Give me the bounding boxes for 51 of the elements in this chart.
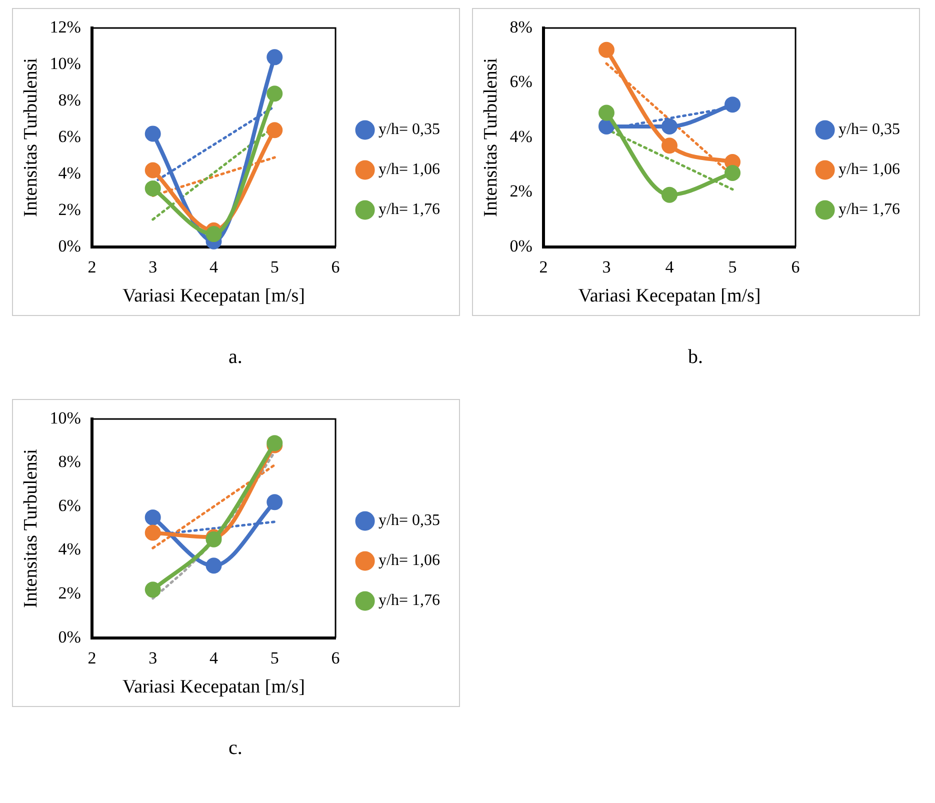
x-tick-label: 5 [270, 257, 278, 276]
y-tick-label: 6% [509, 72, 532, 92]
y-tick-label: 0% [58, 627, 80, 646]
x-tick-label: 5 [728, 257, 736, 276]
x-tick-label: 4 [208, 257, 218, 276]
legend-label: y/h= 1,06 [378, 161, 440, 178]
y-axis-title: Intensitas Turbulensi [20, 448, 41, 608]
legend-label: y/h= 1,06 [838, 161, 900, 178]
y-tick-label: 2% [58, 200, 80, 219]
legend-label: y/h= 1,06 [378, 552, 440, 570]
legend-label: y/h= 1,76 [378, 201, 440, 218]
x-tick-label: 4 [208, 648, 218, 668]
x-axis-title: Variasi Kecepatan [m/s] [122, 676, 305, 698]
y-tick-label: 12% [49, 17, 80, 36]
legend-label: y/h= 0,35 [838, 121, 900, 138]
x-tick-label: 6 [790, 257, 800, 276]
x-tick-label: 5 [270, 648, 278, 668]
text: c. [228, 737, 242, 760]
y-tick-label: 4% [58, 540, 80, 559]
x-tick-label: 3 [602, 257, 610, 276]
y-tick-label: 6% [58, 126, 80, 146]
x-tick-label: 2 [87, 257, 96, 276]
y-axis-title: Intensitas Turbulensi [20, 58, 41, 217]
x-axis-title: Variasi Kecepatan [m/s] [122, 286, 305, 307]
y-tick-label: 2% [58, 584, 80, 603]
text: b. [688, 346, 703, 369]
y-tick-label: 4% [58, 163, 80, 182]
x-tick-label: 3 [148, 648, 157, 668]
x-tick-label: 6 [330, 648, 340, 668]
legend-label: y/h= 1,76 [838, 201, 900, 218]
y-tick-label: 0% [509, 236, 532, 256]
y-tick-label: 10% [49, 54, 80, 73]
y-tick-label: 4% [509, 126, 532, 146]
legend-label: y/h= 0,35 [378, 121, 440, 138]
x-tick-label: 2 [538, 257, 548, 276]
x-tick-label: 2 [87, 648, 96, 668]
y-axis-title: Intensitas Turbulensi [480, 58, 501, 217]
x-axis-title: Variasi Kecepatan [m/s] [578, 286, 760, 307]
y-tick-label: 2% [509, 182, 532, 201]
legend-label: y/h= 0,35 [378, 512, 440, 530]
legend-label: y/h= 1,76 [378, 592, 440, 610]
x-tick-label: 6 [330, 257, 340, 276]
x-tick-label: 4 [664, 257, 674, 276]
y-tick-label: 8% [509, 17, 532, 36]
y-tick-label: 6% [58, 496, 80, 515]
y-tick-label: 8% [58, 90, 80, 110]
text: a. [228, 346, 242, 369]
y-tick-label: 0% [58, 236, 80, 256]
y-tick-label: 10% [49, 408, 80, 428]
x-tick-label: 3 [148, 257, 157, 276]
y-tick-label: 8% [58, 452, 80, 472]
